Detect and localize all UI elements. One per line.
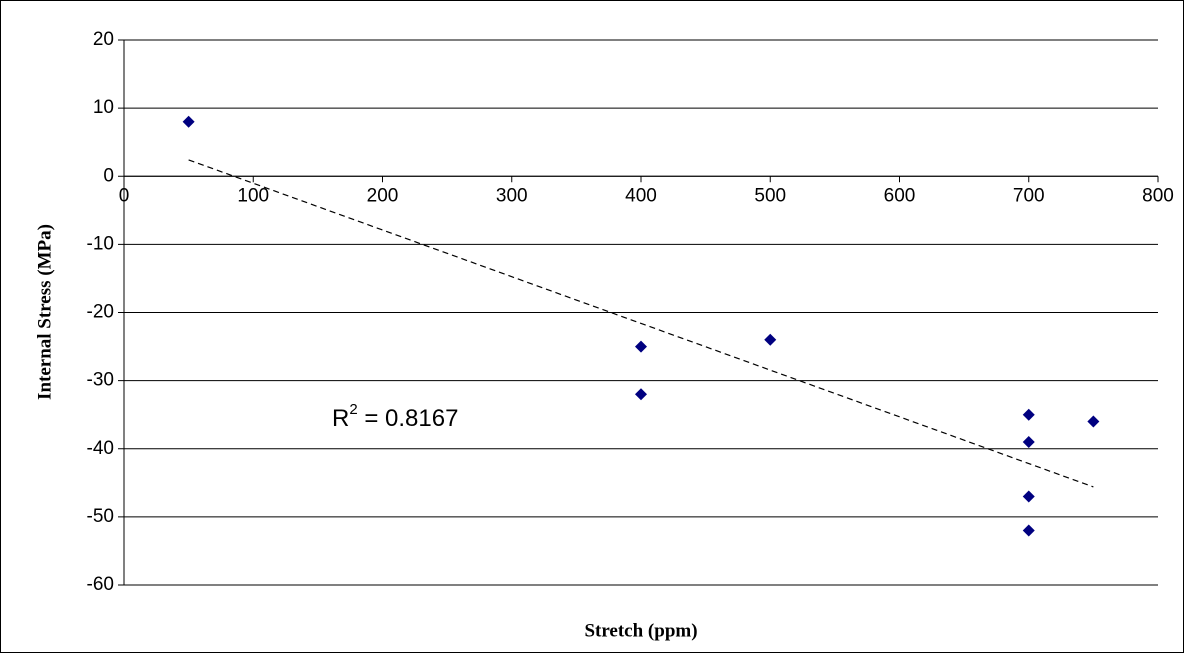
x-tick-label: 200 [367,185,399,206]
y-tick-label: -50 [87,506,114,527]
data-point [635,388,647,401]
y-tick-label: -60 [87,574,114,595]
y-tick-label: 10 [93,97,114,118]
x-tick-label: 300 [496,185,528,206]
x-tick-label: 500 [754,185,786,206]
data-point [1087,415,1100,428]
data-point [635,340,647,353]
x-tick-label: 400 [625,185,657,206]
y-tick-label: 20 [93,29,114,50]
y-tick-label: -20 [87,302,114,323]
x-tick-label: 100 [237,185,269,206]
x-tick-label: 700 [1013,185,1045,206]
y-axis-title: Internal Stress (MPa) [34,224,55,400]
annotation-text: = 0.8167 [358,405,459,432]
data-point [764,333,777,346]
annotation-base: R [332,405,349,432]
data-point [1022,490,1035,503]
y-tick-label: -10 [87,233,114,254]
x-tick-label: 0 [119,185,130,206]
data-point [1022,435,1035,448]
x-axis-title: Stretch (ppm) [584,620,697,641]
y-tick-label: -30 [87,370,114,391]
data-point [1022,524,1035,537]
data-point [1022,408,1035,421]
x-tick-label: 600 [884,185,916,206]
y-tick-label: 0 [103,165,114,186]
x-tick-label: 800 [1142,185,1174,206]
data-point [182,115,195,128]
annotation: R2 = 0.8167 [332,401,458,432]
trendline [188,159,1094,488]
y-tick-label: -40 [87,438,114,459]
annotation-superscript: 2 [349,401,357,418]
